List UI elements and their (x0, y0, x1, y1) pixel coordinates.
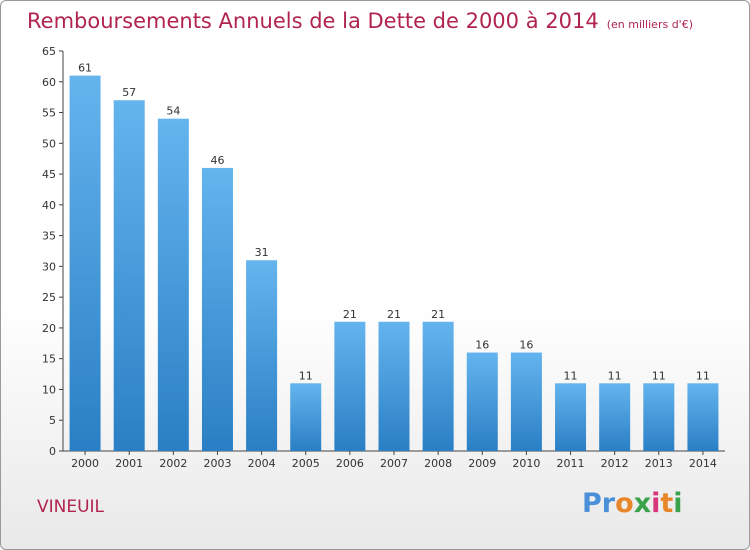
logo-letter: o (615, 488, 634, 519)
proxiti-logo: Proxiti (582, 488, 683, 519)
x-tick-label: 2004 (248, 457, 276, 470)
bar-value-label: 11 (564, 369, 578, 382)
y-tick-label: 55 (42, 107, 56, 120)
y-tick-label: 10 (42, 383, 56, 396)
x-tick-label: 2014 (689, 457, 717, 470)
y-tick-label: 60 (42, 76, 56, 89)
y-tick-label: 0 (49, 445, 56, 458)
bar (157, 118, 189, 451)
axes: 0 5 10 15 20 25 30 35 40 45 50 55 60 65 2000 2001 2002 20… (42, 45, 725, 470)
bar-value-label: 11 (608, 369, 622, 382)
x-tick-label: 2010 (512, 457, 540, 470)
bar (378, 321, 410, 451)
logo-letter: r (601, 488, 616, 519)
bar-value-label: 11 (652, 369, 666, 382)
x-tick-label: 2013 (645, 457, 673, 470)
bar-value-label: 21 (387, 308, 401, 321)
logo-text: Proxiti (582, 488, 683, 519)
chart-title-text: Remboursements Annuels de la Dette de 20… (27, 9, 599, 33)
bar (422, 321, 454, 451)
bar (113, 100, 145, 451)
chart-unit: (en milliers d'€) (606, 18, 693, 31)
bar (687, 383, 719, 451)
bar (69, 75, 101, 451)
x-tick-label: 2005 (292, 457, 320, 470)
x-tick-label: 2003 (203, 457, 231, 470)
bar-value-label: 57 (122, 86, 136, 99)
bars: 61 57 54 46 31 11 21 21 21 16 16 11 11 11 11 (69, 62, 719, 451)
bar-value-label: 31 (255, 246, 269, 259)
x-tick-label: 2006 (336, 457, 364, 470)
y-tick-label: 40 (42, 199, 56, 212)
logo-letter: t (660, 488, 674, 519)
y-tick-label: 65 (42, 45, 56, 58)
y-tick-label: 25 (42, 291, 56, 304)
y-tick-label: 35 (42, 230, 56, 243)
chart-title: Remboursements Annuels de la Dette de 20… (27, 9, 693, 33)
bar (201, 167, 233, 451)
y-tick-label: 45 (42, 168, 56, 181)
x-tick-label: 2002 (159, 457, 187, 470)
y-tick-label: 30 (42, 260, 56, 273)
bar (599, 383, 631, 451)
y-tick-label: 5 (49, 414, 56, 427)
x-tick-label: 2007 (380, 457, 408, 470)
bar (510, 352, 542, 451)
y-tick-label: 20 (42, 322, 56, 335)
x-tick-label: 2011 (557, 457, 585, 470)
y-tick-label: 50 (42, 137, 56, 150)
bar-value-label: 11 (696, 369, 710, 382)
bar (290, 383, 322, 451)
bar (466, 352, 498, 451)
bar-value-label: 54 (166, 105, 180, 118)
bar (334, 321, 366, 451)
bar (643, 383, 675, 451)
x-tick-label: 2000 (71, 457, 99, 470)
logo-letter: P (582, 488, 602, 519)
y-tick-label: 15 (42, 353, 56, 366)
bar (246, 260, 278, 451)
commune-name: VINEUIL (37, 497, 105, 517)
logo-letter: x (633, 488, 652, 519)
bar-value-label: 16 (475, 339, 489, 352)
bar (555, 383, 587, 451)
bar-value-label: 11 (299, 369, 313, 382)
x-tick-label: 2001 (115, 457, 143, 470)
x-tick-label: 2009 (468, 457, 496, 470)
bar-value-label: 21 (431, 308, 445, 321)
bar-value-label: 46 (210, 154, 224, 167)
x-tick-label: 2008 (424, 457, 452, 470)
logo-letter: i (673, 488, 683, 519)
logo-letter: i (651, 488, 661, 519)
bar-value-label: 21 (343, 308, 357, 321)
bar-value-label: 61 (78, 62, 92, 75)
bar-value-label: 16 (519, 339, 533, 352)
x-tick-label: 2012 (601, 457, 629, 470)
